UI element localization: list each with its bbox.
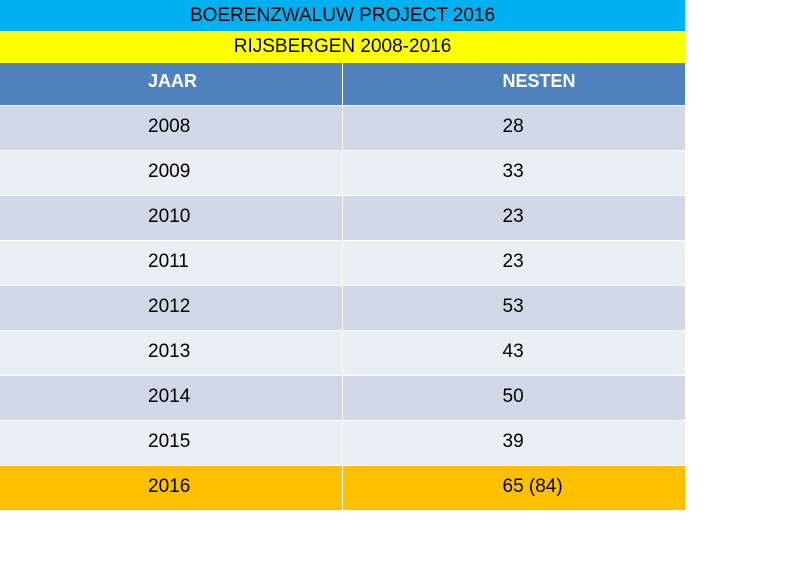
table-row: 2009 33 bbox=[0, 150, 685, 196]
subtitle-band: RIJSBERGEN 2008-2016 bbox=[0, 31, 685, 63]
cell-year: 2009 bbox=[0, 150, 343, 196]
cell-nests: 39 bbox=[342, 420, 685, 466]
table-row: 2008 28 bbox=[0, 105, 685, 151]
cell-year: 2008 bbox=[0, 105, 343, 151]
cell-nests: 28 bbox=[342, 105, 685, 151]
cell-year: 2014 bbox=[0, 375, 343, 421]
cell-year: 2015 bbox=[0, 420, 343, 466]
column-header-nests: NESTEN bbox=[342, 63, 685, 106]
cell-nests: 43 bbox=[342, 330, 685, 376]
table-row: 2010 23 bbox=[0, 195, 685, 241]
cell-year: 2010 bbox=[0, 195, 343, 241]
cell-year: 2016 bbox=[0, 465, 343, 511]
nest-table: JAAR NESTEN 2008 28 2009 33 2010 23 2011 23 2012… bbox=[0, 63, 685, 511]
table-row: 2013 43 bbox=[0, 330, 685, 376]
cell-year: 2012 bbox=[0, 285, 343, 331]
cell-nests: 50 bbox=[342, 375, 685, 421]
table-body: 2008 28 2009 33 2010 23 2011 23 2012 53 2013 43 2014… bbox=[0, 105, 685, 511]
cell-nests: 33 bbox=[342, 150, 685, 196]
cell-nests: 65 (84) bbox=[342, 465, 685, 511]
table-row: 2012 53 bbox=[0, 285, 685, 331]
table-row: 2014 50 bbox=[0, 375, 685, 421]
page-title: BOERENZWALUW PROJECT 2016 bbox=[189, 4, 496, 26]
cell-year: 2013 bbox=[0, 330, 343, 376]
table-row: 2016 65 (84) bbox=[0, 465, 685, 511]
cell-nests: 53 bbox=[342, 285, 685, 331]
cell-nests: 23 bbox=[342, 195, 685, 241]
title-band: BOERENZWALUW PROJECT 2016 bbox=[0, 0, 685, 31]
nest-table-container: BOERENZWALUW PROJECT 2016 RIJSBERGEN 200… bbox=[0, 0, 685, 511]
table-row: 2015 39 bbox=[0, 420, 685, 466]
table-header-row: JAAR NESTEN bbox=[0, 63, 685, 106]
page-subtitle: RIJSBERGEN 2008-2016 bbox=[233, 36, 452, 57]
column-header-year: JAAR bbox=[0, 63, 343, 106]
table-row: 2011 23 bbox=[0, 240, 685, 286]
cell-year: 2011 bbox=[0, 240, 343, 286]
cell-nests: 23 bbox=[342, 240, 685, 286]
